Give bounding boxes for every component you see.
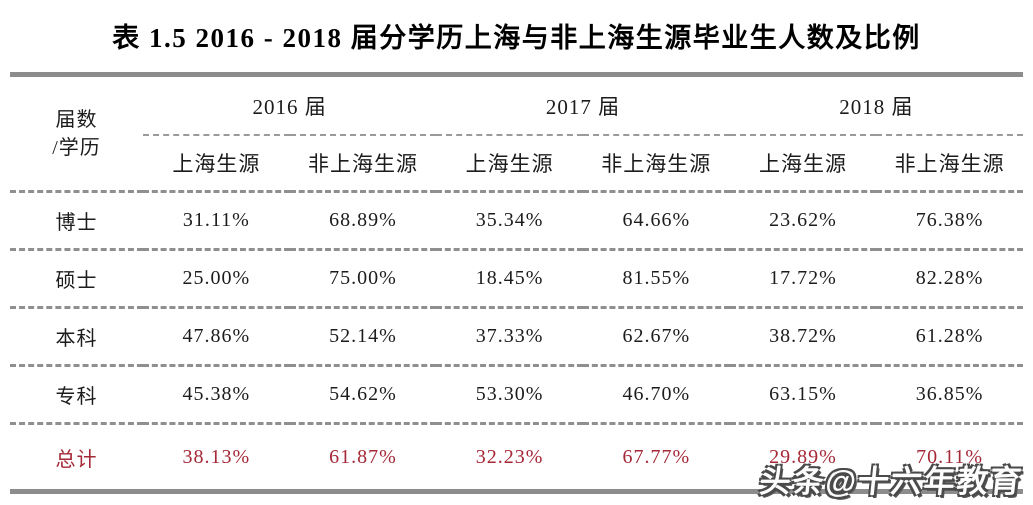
row-label: 专科	[10, 365, 143, 425]
subheader-non-shanghai-2017: 非上海生源	[582, 135, 730, 193]
origin-subheader-row: 上海生源 非上海生源 上海生源 非上海生源 上海生源 非上海生源	[10, 135, 1023, 193]
corner-header-line1: 届数	[55, 108, 98, 131]
data-cell: 36.85%	[876, 365, 1023, 425]
data-cell: 31.11%	[143, 191, 290, 251]
total-data-cell: 29.89%	[769, 445, 837, 468]
data-cell: 38.72%	[729, 307, 877, 367]
data-cell: 81.55%	[582, 249, 730, 309]
data-cell: 25.00%	[143, 249, 290, 309]
total-data-cell: 38.13%	[182, 445, 251, 468]
subheader-shanghai-2016: 上海生源	[143, 135, 290, 193]
data-cell: 35.34%	[436, 191, 583, 251]
total-data-cell: 70.11%	[916, 445, 984, 468]
table-row-associate: 专科 45.38% 54.62% 53.30% 46.70% 63.15% 36…	[10, 365, 1023, 425]
data-cell: 17.72%	[729, 249, 877, 309]
total-data-cell: 67.77%	[622, 445, 691, 468]
table-row-total: 总计 38.13% 61.87% 32.23% 67.77% 29.89% 70…	[10, 424, 1023, 492]
subheader-non-shanghai-2016: 非上海生源	[289, 135, 437, 193]
subheader-shanghai-2018: 上海生源	[729, 135, 877, 193]
data-cell: 63.15%	[729, 365, 877, 425]
row-label: 博士	[10, 191, 143, 251]
subheader-non-shanghai-2018: 非上海生源	[876, 135, 1023, 193]
data-cell: 68.89%	[289, 191, 437, 251]
table-row-doctoral: 博士 31.11% 68.89% 35.34% 64.66% 23.62% 76…	[10, 191, 1023, 251]
data-cell: 18.45%	[436, 249, 583, 309]
data-cell: 45.38%	[143, 365, 290, 425]
subheader-shanghai-2017: 上海生源	[436, 135, 583, 193]
data-cell: 52.14%	[289, 307, 437, 367]
data-cell: 61.28%	[876, 307, 1023, 367]
data-cell: 76.38%	[876, 191, 1023, 251]
row-label: 硕士	[10, 249, 143, 309]
corner-header-cell: 届数 /学历	[10, 74, 143, 193]
row-label: 本科	[10, 307, 143, 367]
total-data-cell: 32.23%	[475, 445, 544, 468]
data-cell: 53.30%	[436, 365, 583, 425]
year-header-2018: 2018 届	[729, 74, 1023, 136]
data-cell: 23.62%	[729, 191, 877, 251]
data-cell: 37.33%	[436, 307, 583, 367]
year-header-2017: 2017 届	[436, 74, 730, 136]
total-data-cell: 61.87%	[329, 445, 397, 468]
year-header-2016: 2016 届	[143, 74, 437, 136]
total-row-label: 总计	[55, 448, 98, 471]
table-row-bachelor: 本科 47.86% 52.14% 37.33% 62.67% 38.72% 61…	[10, 307, 1023, 367]
data-cell: 47.86%	[143, 307, 290, 367]
year-header-row: 届数 /学历 2016 届 2017 届 2018 届	[10, 74, 1023, 193]
table-row-masters: 硕士 25.00% 75.00% 18.45% 81.55% 17.72% 82…	[10, 249, 1023, 309]
table-title: 表 1.5 2016 - 2018 届分学历上海与非上海生源毕业生人数及比例	[112, 23, 921, 53]
corner-header-line2: /学历	[52, 136, 101, 159]
data-cell: 46.70%	[582, 365, 730, 425]
data-cell: 64.66%	[582, 191, 730, 251]
data-cell: 82.28%	[876, 249, 1023, 309]
data-cell: 54.62%	[289, 365, 437, 425]
toutiao-watermark: 头条@十六年教育	[757, 464, 1025, 499]
data-cell: 62.67%	[582, 307, 730, 367]
data-cell: 75.00%	[289, 249, 437, 309]
graduates-origin-table: 届数 /学历 2016 届 2017 届 2018 届 上海生源 非上海生源 上…	[10, 72, 1023, 494]
